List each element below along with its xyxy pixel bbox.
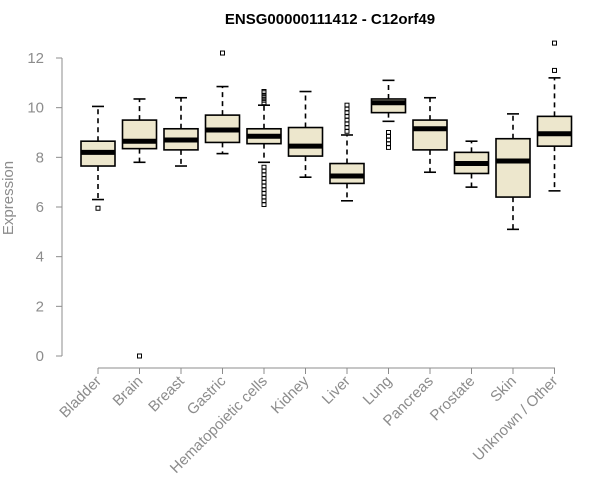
- boxes: [80, 40, 573, 359]
- outlier-point: [386, 144, 391, 150]
- y-tick-label: 4: [36, 249, 44, 266]
- y-tick-label: 8: [36, 149, 44, 166]
- x-tick-label: Bladder: [56, 373, 105, 422]
- box-group: [536, 40, 573, 192]
- outlier-point: [552, 67, 557, 73]
- iqr-box: [412, 119, 448, 151]
- box-group: [204, 50, 241, 155]
- outlier-point: [220, 50, 225, 56]
- outlier-point: [344, 102, 350, 108]
- outlier-point: [95, 205, 101, 211]
- y-axis-label: Expression: [0, 161, 17, 235]
- outlier-point: [552, 40, 557, 46]
- box-group: [121, 98, 158, 359]
- box-group: [80, 105, 116, 211]
- x-tick-label: Skin: [487, 373, 520, 406]
- y-tick-label: 2: [36, 298, 44, 315]
- outlier-point: [137, 353, 142, 359]
- box-group: [412, 96, 448, 174]
- box-group: [163, 96, 199, 167]
- chart-title: ENSG00000111412 - C12orf49: [225, 11, 435, 28]
- box-group: [370, 79, 407, 150]
- box-group: [495, 113, 531, 231]
- x-tick-label: Liver: [319, 373, 354, 408]
- box-group: [287, 90, 324, 178]
- box-group: [246, 89, 282, 208]
- x-tick-label: Brain: [110, 373, 147, 410]
- box-group: [329, 102, 365, 202]
- y-ticks: 0 2 4 6 8 10 12: [27, 50, 62, 365]
- iqr-box: [121, 119, 158, 150]
- outlier-point: [261, 89, 267, 95]
- x-tick-label: Lung: [360, 373, 396, 409]
- x-tick-label: Prostate: [427, 373, 479, 425]
- outlier-point: [261, 202, 267, 208]
- x-tick-label: Breast: [145, 372, 188, 415]
- box-group: [453, 140, 490, 188]
- y-tick-label: 10: [27, 100, 44, 117]
- y-tick-label: 6: [36, 199, 44, 216]
- y-tick-label: 12: [27, 50, 44, 67]
- y-tick-label: 0: [36, 348, 44, 365]
- x-tick-label: Kidney: [268, 372, 313, 417]
- iqr-box: [495, 137, 531, 198]
- iqr-box: [287, 126, 324, 157]
